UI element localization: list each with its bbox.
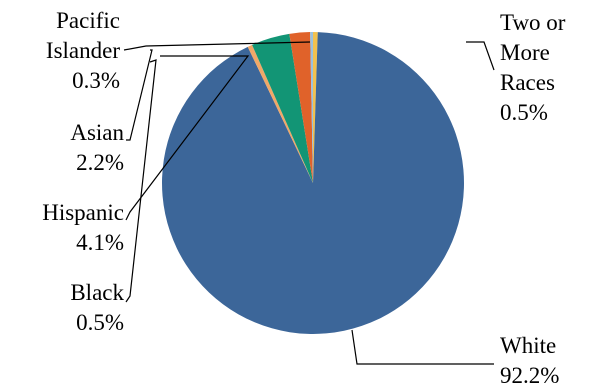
slice-name-pacific_islander: Pacific bbox=[56, 8, 120, 33]
pie-slice-white bbox=[161, 32, 464, 334]
leader-line-asian bbox=[126, 49, 153, 141]
slice-name-black: Black bbox=[70, 280, 124, 305]
slice-name-two_or_more: Races bbox=[500, 70, 555, 95]
slice-value-asian: 2.2% bbox=[76, 150, 124, 175]
slice-value-pacific_islander: 0.3% bbox=[72, 68, 120, 93]
leader-line-hispanic bbox=[125, 55, 250, 221]
leader-lines bbox=[123, 41, 495, 365]
leader-line-black bbox=[125, 59, 157, 303]
pie-slices bbox=[161, 32, 464, 334]
slice-value-white: 92.2% bbox=[500, 363, 559, 388]
slice-label-white: White 92.2% bbox=[500, 333, 559, 388]
slice-name-asian: Asian bbox=[70, 120, 124, 145]
slice-label-black: Black 0.5% bbox=[70, 280, 124, 335]
leader-line-pacific_islander bbox=[123, 41, 311, 51]
leader-line-white bbox=[351, 329, 494, 365]
pie-slice-pacific_islander bbox=[310, 32, 313, 183]
pie-slice-asian bbox=[289, 32, 313, 183]
pie-slice-two_or_more bbox=[313, 32, 318, 183]
slice-name-two_or_more: Two or bbox=[500, 10, 566, 35]
slice-labels: Two or More Races 0.5% White 92.2% Black 0.5% Hi… bbox=[42, 8, 566, 388]
slice-label-pacific_islander: Pacific Islander 0.3% bbox=[46, 8, 120, 93]
slice-value-black: 0.5% bbox=[76, 310, 124, 335]
pie-slice-black bbox=[247, 44, 313, 184]
pie-slice-hispanic bbox=[252, 33, 313, 184]
slice-label-asian: Asian 2.2% bbox=[70, 120, 124, 175]
slice-label-hispanic: Hispanic 4.1% bbox=[42, 200, 124, 255]
slice-value-hispanic: 4.1% bbox=[76, 230, 124, 255]
slice-label-two_or_more: Two or More Races 0.5% bbox=[500, 10, 566, 125]
slice-name-pacific_islander: Islander bbox=[46, 38, 120, 63]
slice-name-two_or_more: More bbox=[500, 40, 550, 65]
slice-value-two_or_more: 0.5% bbox=[500, 100, 548, 125]
slice-name-white: White bbox=[500, 333, 556, 358]
leader-line-two_or_more bbox=[466, 41, 495, 71]
slice-name-hispanic: Hispanic bbox=[42, 200, 124, 225]
